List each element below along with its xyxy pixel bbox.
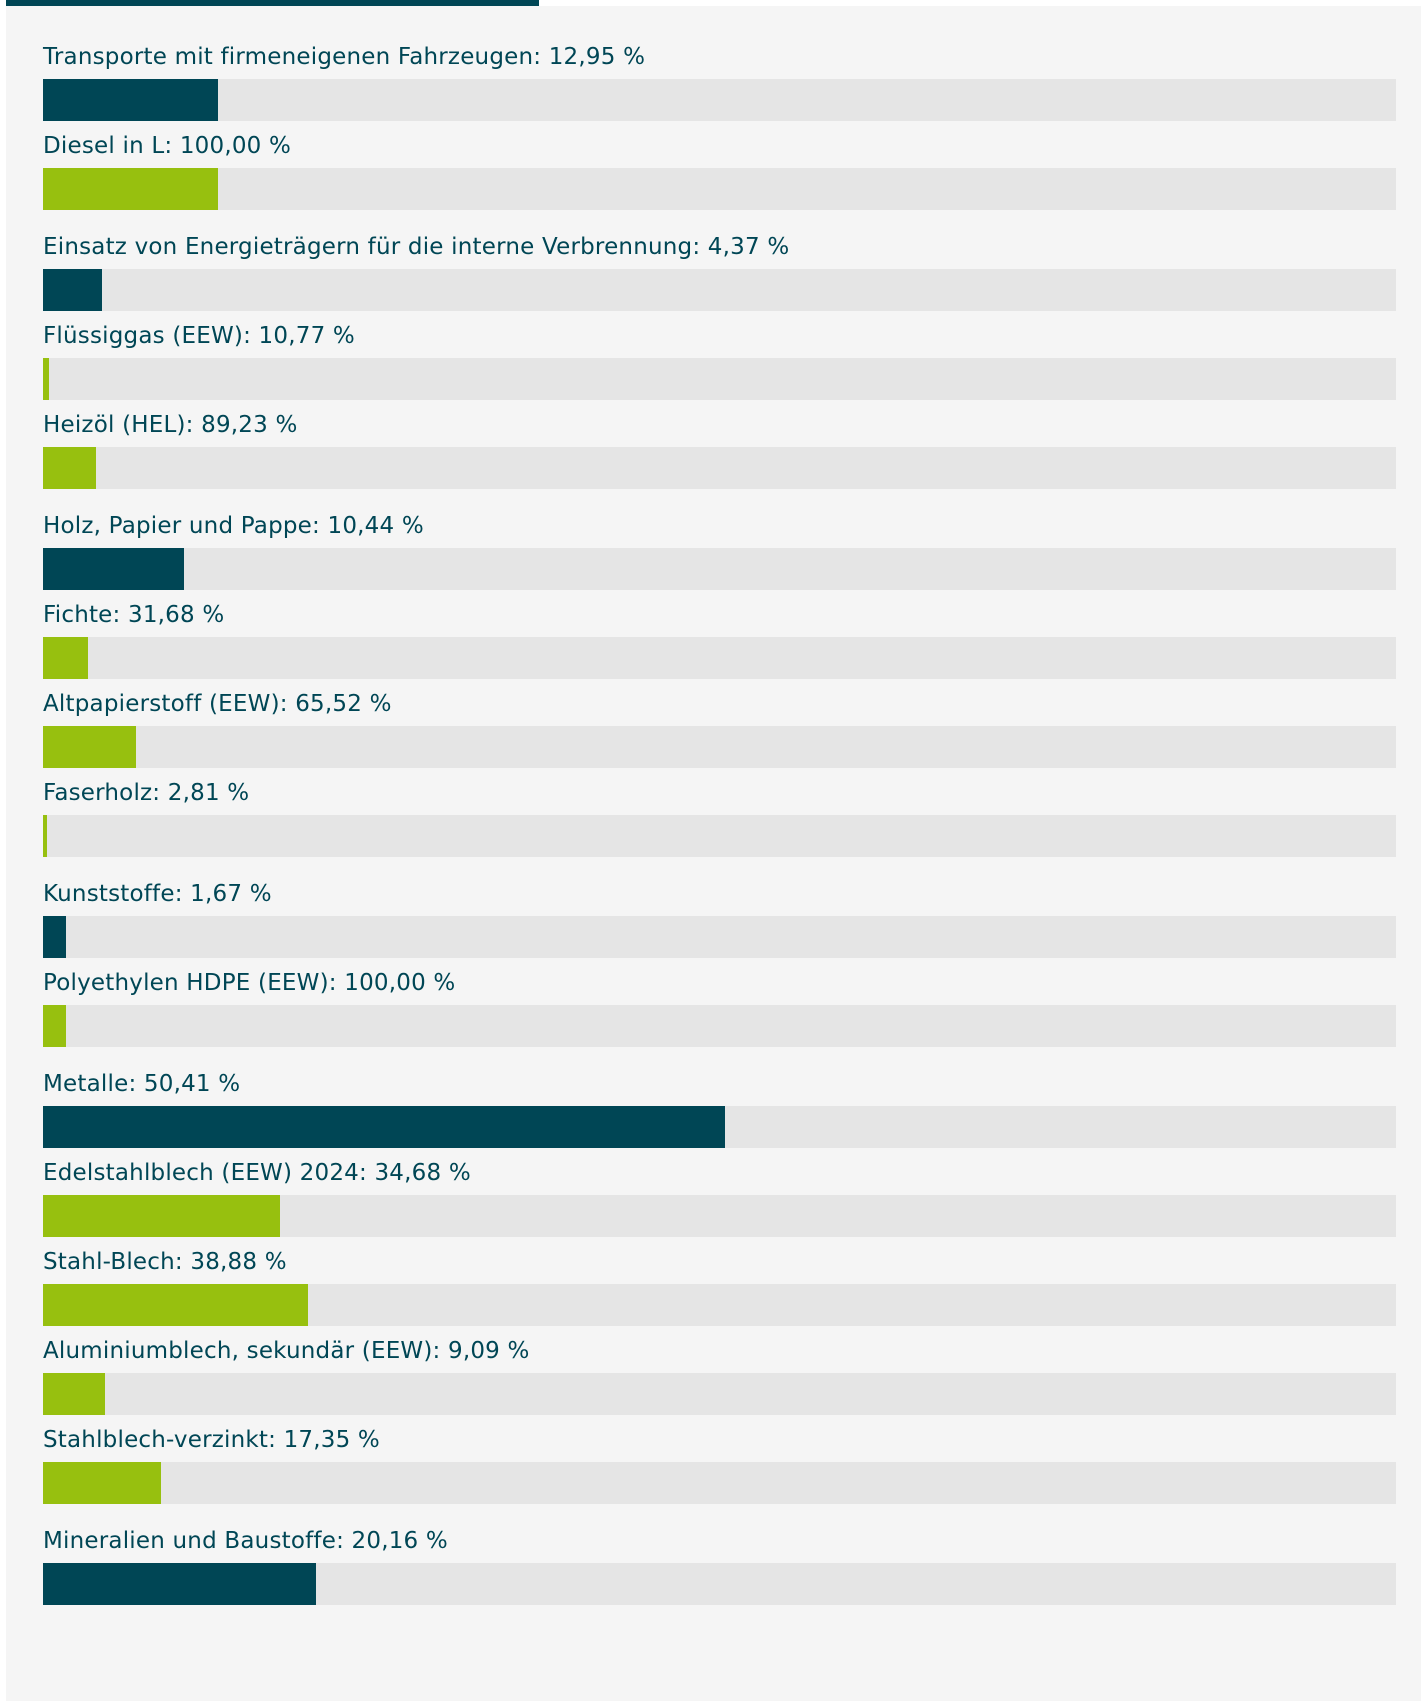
subcategory-bar-track: [43, 637, 1396, 679]
subcategory-bar: [43, 358, 50, 400]
category-bar-track: [43, 269, 1396, 311]
category-bar: [43, 269, 103, 311]
subcategory-label: Flüssiggas (EEW): 10,77 %: [43, 323, 355, 349]
subcategory-label: Heizöl (HEL): 89,23 %: [43, 412, 298, 438]
subcategory-row: Fichte: 31,68 %: [43, 600, 1396, 679]
subcategory-label: Altpapierstoff (EEW): 65,52 %: [43, 691, 392, 717]
bar-chart: Transporte mit firmeneigenen Fahrzeugen:…: [43, 42, 1396, 1605]
subcategory-bar: [43, 1373, 105, 1415]
subcategory-label: Fichte: 31,68 %: [43, 602, 225, 628]
category-row: Kunststoffe: 1,67 %: [43, 879, 1396, 958]
subcategory-bar-track: [43, 815, 1396, 857]
subcategory-bar: [43, 637, 88, 679]
subcategory-label: Stahl-Blech: 38,88 %: [43, 1249, 287, 1275]
subcategory-bar-track: [43, 1005, 1396, 1047]
subcategory-bar: [43, 726, 136, 768]
subcategory-bar: [43, 815, 47, 857]
subcategory-row: Faserholz: 2,81 %: [43, 778, 1396, 857]
subcategory-bar: [43, 1005, 66, 1047]
subcategory-label: Diesel in L: 100,00 %: [43, 133, 292, 159]
subcategory-row: Diesel in L: 100,00 %: [43, 131, 1396, 210]
subcategory-bar: [43, 168, 219, 210]
subcategory-bar-track: [43, 358, 1396, 400]
category-label: Mineralien und Baustoffe: 20,16 %: [43, 1528, 448, 1554]
category-bar-track: [43, 1563, 1396, 1605]
category-label: Holz, Papier und Pappe: 10,44 %: [43, 513, 424, 539]
category-bar: [43, 1563, 316, 1605]
subcategory-label: Edelstahlblech (EEW) 2024: 34,68 %: [43, 1160, 471, 1186]
subcategory-label: Aluminiumblech, sekundär (EEW): 9,09 %: [43, 1338, 530, 1364]
category-bar: [43, 1106, 726, 1148]
chart-panel: Transporte mit firmeneigenen Fahrzeugen:…: [6, 6, 1421, 1701]
category-label: Einsatz von Energieträgern für die inter…: [43, 234, 790, 260]
category-bar: [43, 916, 66, 958]
category-label: Transporte mit firmeneigenen Fahrzeugen:…: [43, 44, 646, 70]
category-row: Transporte mit firmeneigenen Fahrzeugen:…: [43, 42, 1396, 121]
subcategory-bar-track: [43, 1195, 1396, 1237]
category-row: Mineralien und Baustoffe: 20,16 %: [43, 1526, 1396, 1605]
subcategory-bar-track: [43, 1462, 1396, 1504]
subcategory-row: Aluminiumblech, sekundär (EEW): 9,09 %: [43, 1336, 1396, 1415]
subcategory-row: Flüssiggas (EEW): 10,77 %: [43, 321, 1396, 400]
subcategory-bar: [43, 1195, 280, 1237]
subcategory-row: Stahlblech-verzinkt: 17,35 %: [43, 1425, 1396, 1504]
subcategory-bar: [43, 447, 96, 489]
subcategory-row: Altpapierstoff (EEW): 65,52 %: [43, 689, 1396, 768]
subcategory-bar-track: [43, 1373, 1396, 1415]
subcategory-bar: [43, 1462, 162, 1504]
subcategory-label: Faserholz: 2,81 %: [43, 780, 250, 806]
category-row: Einsatz von Energieträgern für die inter…: [43, 232, 1396, 311]
subcategory-row: Edelstahlblech (EEW) 2024: 34,68 %: [43, 1158, 1396, 1237]
subcategory-row: Polyethylen HDPE (EEW): 100,00 %: [43, 968, 1396, 1047]
category-bar-track: [43, 916, 1396, 958]
category-row: Metalle: 50,41 %: [43, 1069, 1396, 1148]
subcategory-bar-track: [43, 447, 1396, 489]
category-label: Kunststoffe: 1,67 %: [43, 881, 272, 907]
category-bar: [43, 79, 219, 121]
category-bar: [43, 548, 185, 590]
category-bar-track: [43, 1106, 1396, 1148]
category-bar-track: [43, 548, 1396, 590]
subcategory-bar-track: [43, 1284, 1396, 1326]
subcategory-row: Heizöl (HEL): 89,23 %: [43, 410, 1396, 489]
subcategory-row: Stahl-Blech: 38,88 %: [43, 1247, 1396, 1326]
category-label: Metalle: 50,41 %: [43, 1071, 241, 1097]
subcategory-bar-track: [43, 168, 1396, 210]
subcategory-bar-track: [43, 726, 1396, 768]
category-row: Holz, Papier und Pappe: 10,44 %: [43, 511, 1396, 590]
subcategory-label: Polyethylen HDPE (EEW): 100,00 %: [43, 970, 456, 996]
subcategory-bar: [43, 1284, 309, 1326]
active-tab-indicator: [6, 0, 539, 6]
category-bar-track: [43, 79, 1396, 121]
subcategory-label: Stahlblech-verzinkt: 17,35 %: [43, 1427, 380, 1453]
